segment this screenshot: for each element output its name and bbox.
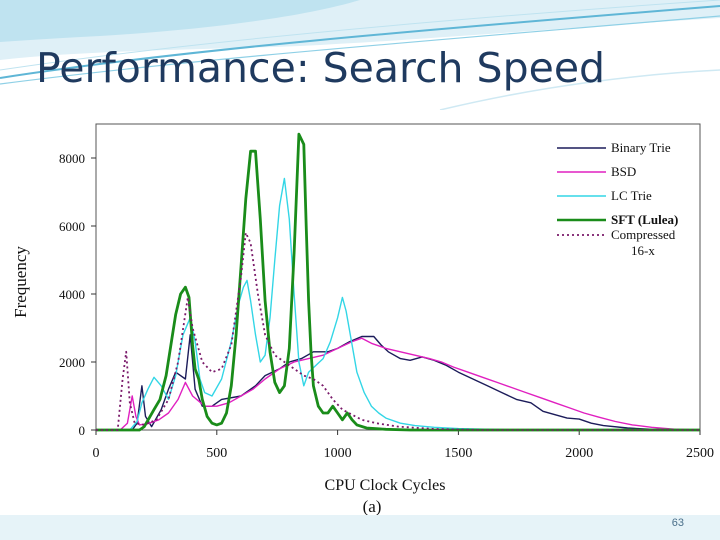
series-line-3 — [96, 132, 700, 432]
x-tick-label: 1500 — [444, 446, 472, 461]
legend-label-4: Compressed — [611, 227, 676, 242]
chart-caption: (a) — [363, 497, 382, 515]
chart-axes: 0 500 1000 1500 2000 2500 0 2000 4000 6000 8000 — [59, 123, 714, 461]
legend-label-2: LC Trie — [611, 188, 652, 203]
legend-label-3: SFT (Lulea) — [611, 212, 678, 227]
x-tick-label: 1000 — [324, 446, 352, 461]
chart: 0 500 1000 1500 2000 2500 0 2000 4000 6000 8000 Bi… — [11, 123, 714, 515]
legend-label-1: BSD — [611, 164, 636, 179]
legend-label-4-line2: 16-x — [631, 243, 655, 258]
legend-label-0: Binary Trie — [611, 140, 671, 155]
y-tick-label: 0 — [79, 423, 86, 438]
footer-bar — [0, 515, 720, 540]
y-tick-label: 2000 — [59, 355, 85, 370]
chart-series-layer — [96, 132, 701, 432]
y-tick-label: 8000 — [59, 151, 85, 166]
y-axis-label: Frequency — [11, 246, 30, 318]
chart-legend: Binary Trie BSD LC Trie SFT (Lulea)Compress… — [557, 140, 678, 258]
x-axis-label: CPU Clock Cycles — [325, 477, 446, 494]
x-tick-label: 500 — [206, 446, 227, 461]
y-tick-label: 4000 — [59, 287, 85, 302]
x-tick-label: 0 — [93, 446, 100, 461]
x-tick-label: 2000 — [565, 446, 593, 461]
header-wave-decoration — [0, 0, 720, 110]
series-line-4 — [96, 231, 700, 431]
page-number: 63 — [671, 517, 684, 529]
series-line-1 — [96, 337, 701, 431]
series-line-2 — [96, 177, 700, 431]
slide-title: Performance: Search Speed — [36, 44, 606, 92]
series-line-0 — [96, 334, 701, 431]
y-tick-label: 6000 — [59, 219, 85, 234]
x-tick-label: 2500 — [686, 446, 714, 461]
